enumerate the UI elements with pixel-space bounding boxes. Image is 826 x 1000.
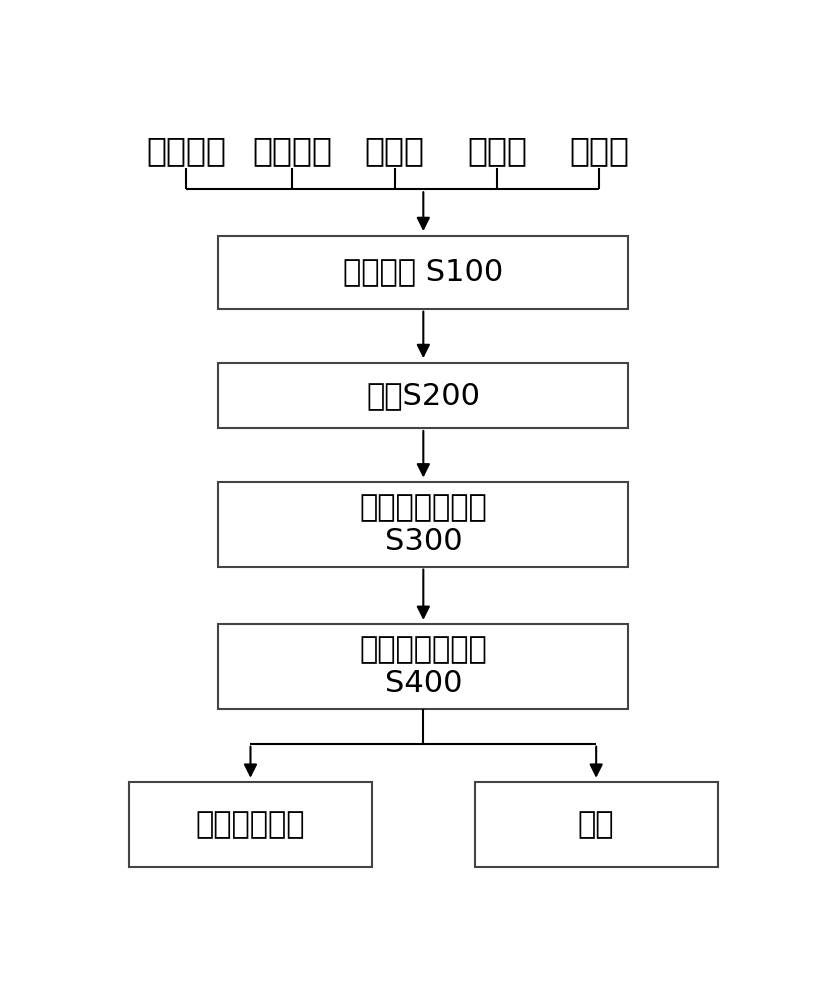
Bar	[474, 782, 718, 867]
Bar	[129, 782, 372, 867]
Text: 红土镍矿: 红土镍矿	[252, 134, 332, 167]
Text: 还原剂: 还原剂	[467, 134, 527, 167]
Text: 混匀压球 S100: 混匀压球 S100	[343, 258, 504, 287]
Text: 含镍铬铁合金: 含镍铬铁合金	[196, 810, 306, 839]
Text: 电炉中熔化分离
S400: 电炉中熔化分离 S400	[359, 635, 487, 698]
Bar	[218, 624, 629, 709]
Text: 烘干S200: 烘干S200	[366, 381, 481, 410]
Text: 炉渣: 炉渣	[578, 810, 615, 839]
Text: 粘结剂: 粘结剂	[364, 134, 425, 167]
Bar	[218, 235, 629, 309]
Text: 助熔剂: 助熔剂	[569, 134, 629, 167]
Bar	[218, 482, 629, 567]
Bar	[218, 363, 629, 428]
Text: 转底炉中预还原
S300: 转底炉中预还原 S300	[359, 493, 487, 556]
Text: 铬铁矿粉: 铬铁矿粉	[146, 134, 226, 167]
